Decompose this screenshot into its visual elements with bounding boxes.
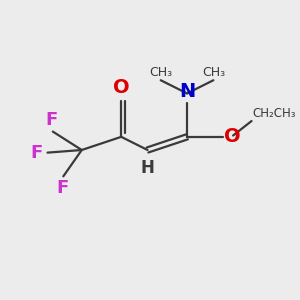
Text: H: H	[141, 159, 154, 177]
Text: F: F	[30, 144, 42, 162]
Text: F: F	[45, 111, 58, 129]
Text: O: O	[224, 127, 241, 146]
Text: O: O	[113, 78, 130, 98]
Text: CH₃: CH₃	[202, 66, 225, 79]
Text: N: N	[179, 82, 195, 101]
Text: CH₃: CH₃	[149, 66, 172, 79]
Text: F: F	[56, 179, 68, 197]
Text: CH₂CH₃: CH₂CH₃	[253, 107, 296, 120]
